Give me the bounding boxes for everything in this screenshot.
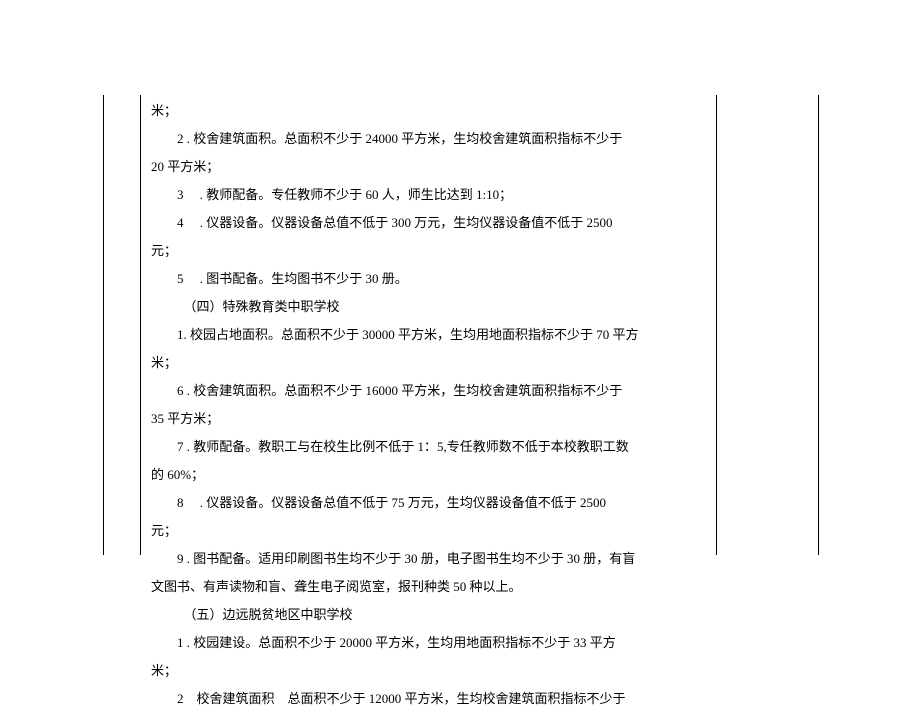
text-line: 米； [151, 97, 707, 125]
table-frame: 米； 2 . 校舍建筑面积。总面积不少于 24000 平方米，生均校舍建筑面积指… [103, 95, 819, 555]
document-body-text: 米； 2 . 校舍建筑面积。总面积不少于 24000 平方米，生均校舍建筑面积指… [151, 97, 707, 713]
text-line: 的 60%； [151, 461, 707, 489]
text-line: 米； [151, 349, 707, 377]
text-line: 20 平方米； [151, 153, 707, 181]
text-line: 元； [151, 237, 707, 265]
text-line: 6 . 校舍建筑面积。总面积不少于 16000 平方米，生均校舍建筑面积指标不少… [151, 377, 707, 405]
text-line: 文图书、有声读物和盲、聋生电子阅览室，报刊种类 50 种以上。 [151, 573, 707, 601]
text-line: 米； [151, 657, 707, 685]
column-separator-left [140, 95, 141, 555]
text-line: 4 . 仪器设备。仪器设备总值不低于 300 万元，生均仪器设备值不低于 250… [151, 209, 707, 237]
text-line: 9 . 图书配备。适用印刷图书生均不少于 30 册，电子图书生均不少于 30 册… [151, 545, 707, 573]
text-line: 3 . 教师配备。专任教师不少于 60 人，师生比达到 1:10； [151, 181, 707, 209]
text-line: 35 平方米； [151, 405, 707, 433]
text-line: 7 . 教师配备。教职工与在校生比例不低于 1：5,专任教师数不低于本校教职工数 [151, 433, 707, 461]
text-line: 5 . 图书配备。生均图书不少于 30 册。 [151, 265, 707, 293]
text-line: 2 . 校舍建筑面积。总面积不少于 24000 平方米，生均校舍建筑面积指标不少… [151, 125, 707, 153]
column-separator-right [716, 95, 717, 555]
text-line: （五）边远脱贫地区中职学校 [151, 601, 707, 629]
document-page: 米； 2 . 校舍建筑面积。总面积不少于 24000 平方米，生均校舍建筑面积指… [0, 0, 920, 651]
text-line: 8 . 仪器设备。仪器设备总值不低于 75 万元，生均仪器设备值不低于 2500 [151, 489, 707, 517]
text-line: 1 . 校园建设。总面积不少于 20000 平方米，生均用地面积指标不少于 33… [151, 629, 707, 657]
text-line: 2 校舍建筑面积 总面积不少于 12000 平方米，生均校舍建筑面积指标不少于 [151, 685, 707, 713]
text-line: 元； [151, 517, 707, 545]
text-line: 1. 校园占地面积。总面积不少于 30000 平方米，生均用地面积指标不少于 7… [151, 321, 707, 349]
text-line: （四）特殊教育类中职学校 [151, 293, 707, 321]
